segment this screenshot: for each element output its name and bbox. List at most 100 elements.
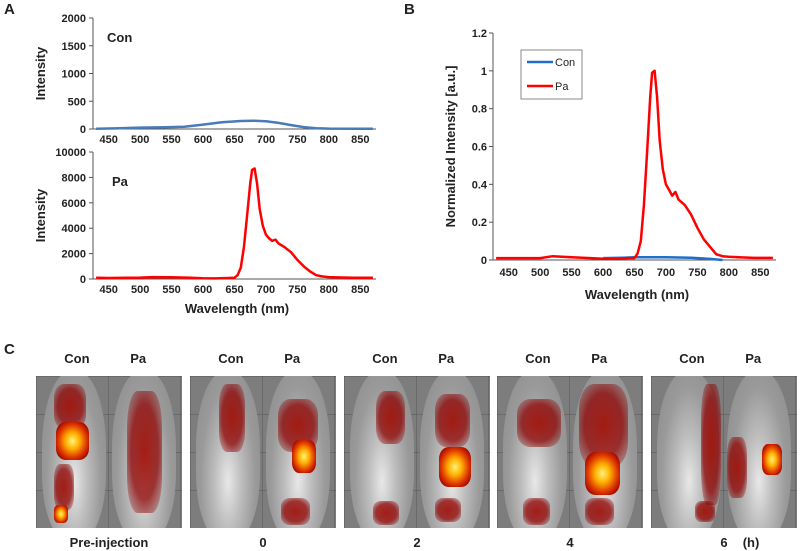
panel-letter-c: C — [4, 341, 15, 358]
fluorescence-hotspot — [761, 444, 783, 475]
fluorescence-signal — [376, 391, 406, 445]
x-tick-label: 750 — [688, 267, 706, 279]
y-axis-title: Intensity — [33, 188, 48, 242]
fluorescence-signal — [434, 497, 461, 522]
x-tick-label: 450 — [500, 267, 518, 279]
group-label-con: Con — [525, 351, 551, 366]
y-tick-label: 4000 — [62, 223, 86, 235]
x-tick-label: 750 — [288, 284, 306, 296]
x-axis-title: Wavelength (nm) — [185, 301, 289, 316]
y-tick-label: 0.4 — [472, 179, 488, 191]
x-tick-label: 700 — [657, 267, 675, 279]
group-label-pa: Pa — [745, 351, 762, 366]
x-tick-label: 850 — [351, 284, 369, 296]
y-tick-label: 0.2 — [472, 217, 487, 229]
fluorescence-hotspot — [438, 447, 471, 487]
mouse-image-2 — [344, 376, 490, 528]
x-tick-label: 550 — [162, 134, 180, 146]
fluorescence-signal — [517, 398, 562, 448]
group-label-pa: Pa — [130, 351, 147, 366]
x-tick-label: 650 — [625, 267, 643, 279]
x-tick-label: 800 — [320, 284, 338, 296]
chart-a-pa: 0 2000 4000 6000 8000 10000 450 500 550 600 650 700… — [33, 147, 376, 316]
x-tick-label: 550 — [562, 267, 580, 279]
y-tick-label: 6000 — [62, 198, 86, 210]
fluorescence-signal — [726, 436, 748, 498]
x-tick-label: 650 — [225, 284, 243, 296]
legend-label-con: Con — [555, 57, 575, 69]
x-tick-label: 550 — [162, 284, 180, 296]
x-axis-title: Wavelength (nm) — [585, 287, 689, 302]
fluorescence-signal — [373, 500, 400, 525]
series-annotation: Con — [107, 30, 132, 45]
panel-letter-a: A — [4, 1, 15, 18]
y-axis-title: Normalized Intensity [a.u.] — [443, 66, 458, 228]
fluorescence-signal — [434, 394, 470, 448]
y-tick-label: 0 — [481, 255, 487, 267]
x-tick-label: 600 — [594, 267, 612, 279]
group-label-pa: Pa — [438, 351, 455, 366]
legend-label-pa: Pa — [555, 81, 569, 93]
fluorescence-signal — [523, 497, 550, 525]
group-label-pa: Pa — [591, 351, 608, 366]
y-tick-label: 0 — [80, 124, 86, 136]
x-tick-label: 500 — [131, 134, 149, 146]
y-tick-label: 1000 — [62, 69, 86, 81]
x-tick-label: 800 — [320, 134, 338, 146]
group-label-pa: Pa — [284, 351, 301, 366]
group-label-con: Con — [64, 351, 90, 366]
fluorescence-signal — [280, 497, 310, 525]
fluorescence-signal — [219, 383, 246, 452]
x-tick-label: 850 — [351, 134, 369, 146]
fluorescence-hotspot — [584, 452, 620, 495]
group-label-con: Con — [679, 351, 705, 366]
fluorescence-signal — [126, 391, 162, 513]
legend: Con Pa — [520, 49, 583, 100]
series-annotation: Pa — [112, 174, 129, 189]
x-tick-label: 800 — [720, 267, 738, 279]
y-tick-label: 1500 — [62, 41, 86, 53]
x-tick-label: 600 — [194, 284, 212, 296]
x-tick-label: 700 — [257, 284, 275, 296]
x-tick-label: 850 — [751, 267, 769, 279]
group-label-con: Con — [218, 351, 244, 366]
x-tick-label: 700 — [257, 134, 275, 146]
group-label-con: Con — [372, 351, 398, 366]
fluorescence-hotspot — [53, 505, 69, 524]
fluorescence-signal — [694, 500, 716, 522]
x-tick-label: 500 — [131, 284, 149, 296]
fluorescence-signal — [700, 383, 722, 506]
y-tick-label: 2000 — [62, 249, 86, 261]
series-line-pa — [96, 167, 373, 280]
x-tick-label: 450 — [100, 134, 118, 146]
timepoint-label: 2 — [413, 535, 421, 550]
time-unit-label: (h) — [742, 535, 760, 550]
x-tick-label: 600 — [194, 134, 212, 146]
y-tick-label: 0.6 — [472, 142, 487, 154]
x-tick-label: 650 — [225, 134, 243, 146]
y-tick-label: 0 — [80, 274, 86, 286]
y-tick-label: 1.2 — [472, 28, 487, 40]
y-tick-label: 0.8 — [472, 104, 487, 116]
y-axis-title: Intensity — [33, 46, 48, 100]
series-line-pa — [496, 69, 773, 261]
y-tick-label: 1 — [481, 66, 487, 78]
fluorescence-hotspot — [56, 421, 89, 460]
legend-box — [520, 49, 583, 100]
timepoint-label: 4 — [566, 535, 574, 550]
timepoint-label: Pre-injection — [69, 535, 149, 550]
mouse-image-3 — [497, 376, 643, 528]
mouse-image-4 — [651, 376, 797, 528]
x-tick-label: 500 — [531, 267, 549, 279]
y-tick-label: 8000 — [62, 172, 86, 184]
y-tick-label: 500 — [68, 96, 86, 108]
panel-letter-b: B — [404, 1, 415, 18]
mouse-image-1 — [190, 376, 336, 528]
fluorescence-signal — [53, 464, 74, 510]
y-tick-label: 2000 — [62, 13, 86, 25]
y-tick-label: 10000 — [55, 147, 86, 159]
timepoint-label: 6 — [720, 535, 728, 550]
x-tick-label: 750 — [288, 134, 306, 146]
mouse-image-0 — [36, 376, 182, 528]
